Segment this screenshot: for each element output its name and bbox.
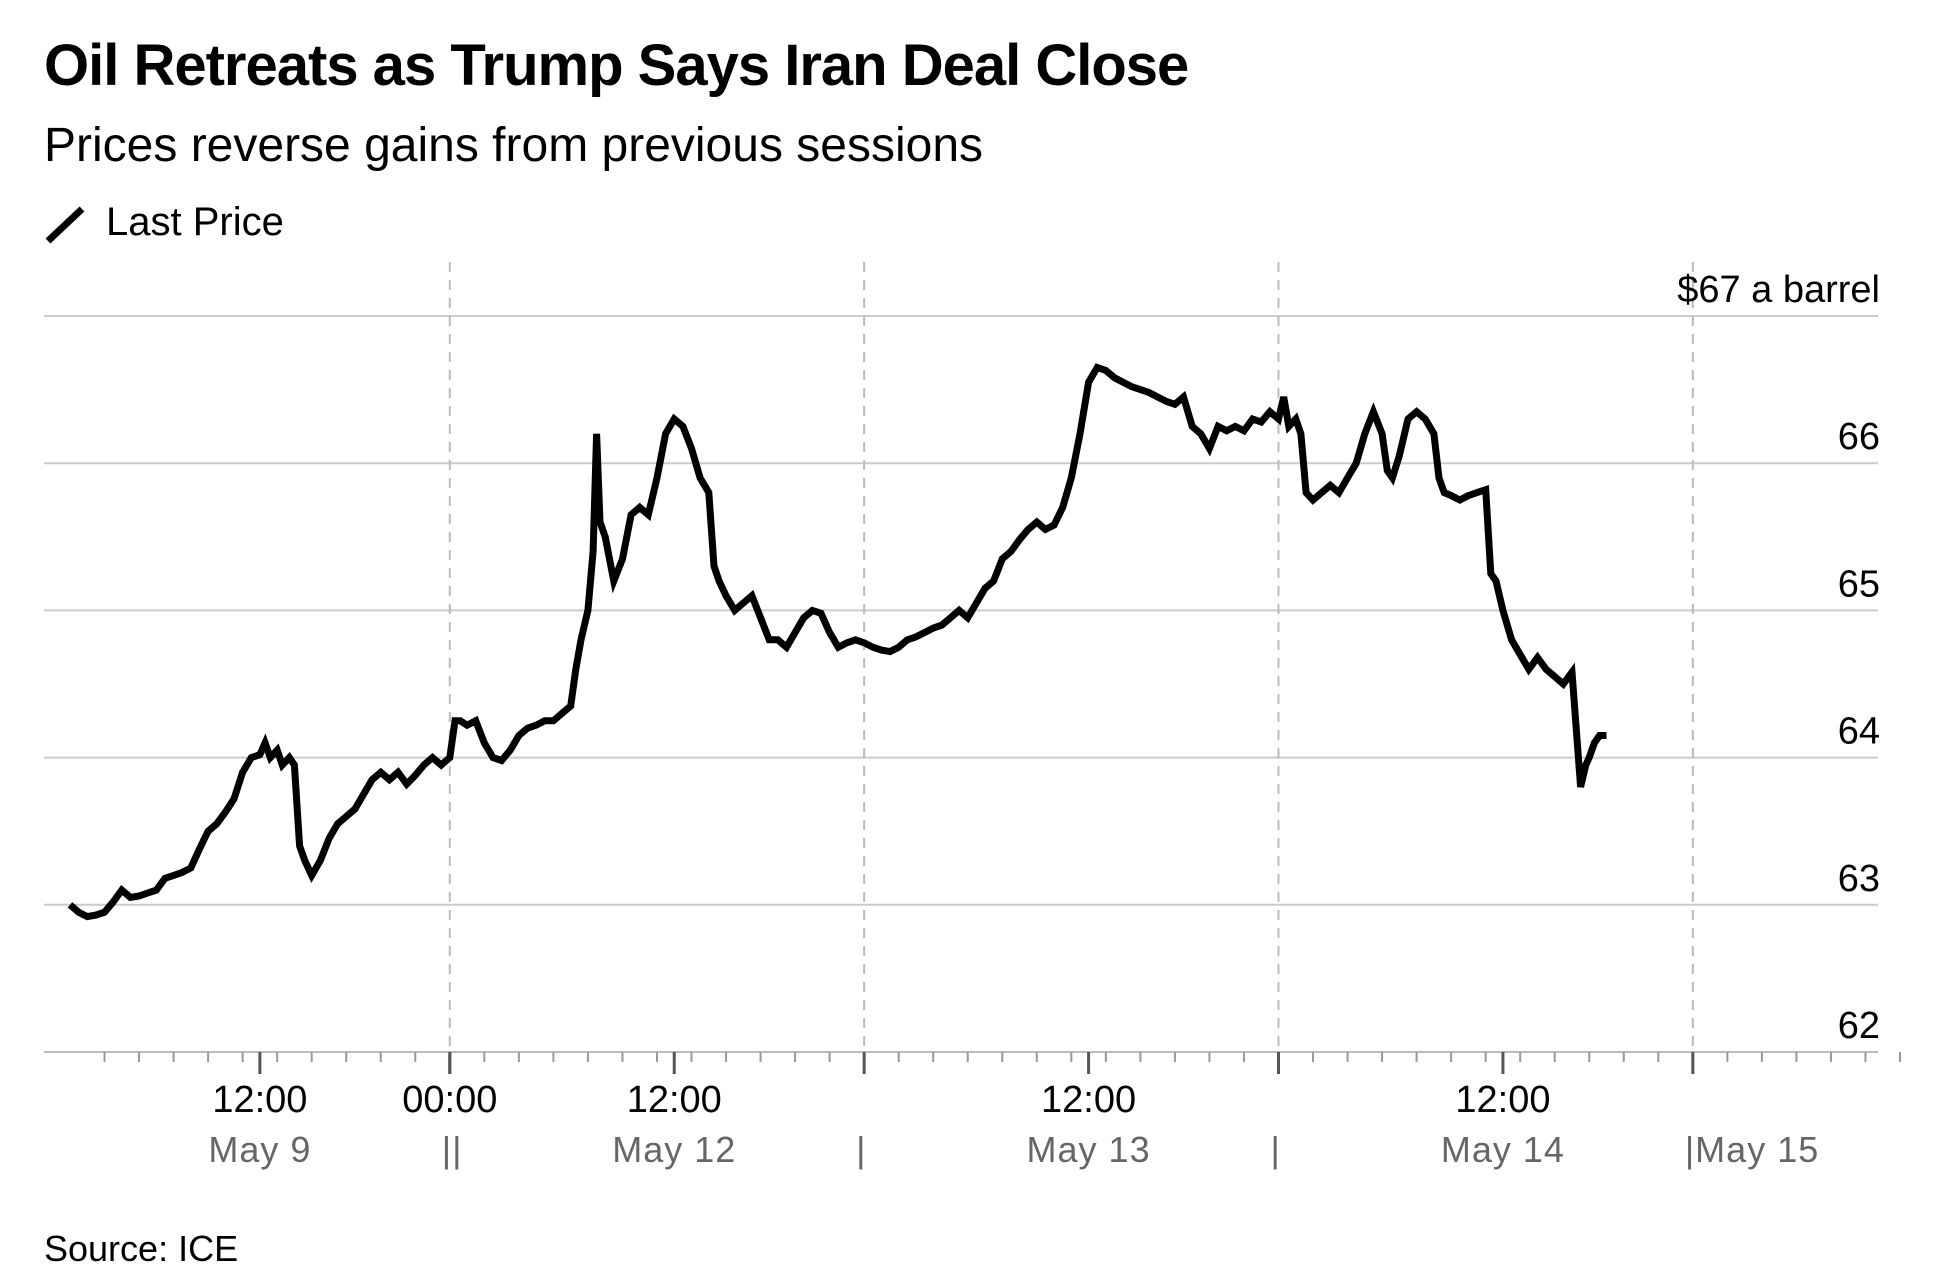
source-note: Source: ICE: [44, 1228, 239, 1269]
y-tick-label: 63: [1838, 858, 1880, 900]
y-tick-label: 64: [1838, 711, 1880, 753]
date-label: May 14: [1441, 1129, 1565, 1170]
chart-title: Oil Retreats as Trump Says Iran Deal Clo…: [44, 33, 1189, 98]
legend-label: Last Price: [106, 200, 284, 244]
date-label: May 9: [208, 1129, 311, 1170]
date-label: May 13: [1027, 1129, 1151, 1170]
date-label: |: [1270, 1129, 1280, 1170]
y-tick-label: 62: [1838, 1005, 1880, 1047]
y-tick-label: 65: [1838, 563, 1880, 605]
legend-line-icon: [45, 205, 85, 244]
date-label: ||: [442, 1129, 463, 1170]
price-series-line: [67, 363, 1607, 921]
legend: Last Price: [44, 200, 284, 245]
x-tick-label: 12:00: [1455, 1079, 1550, 1121]
x-tick-label: 12:00: [1041, 1079, 1136, 1121]
x-tick-label: 12:00: [212, 1079, 307, 1121]
y-unit-label: $67 a barrel: [1677, 269, 1880, 311]
x-tick-label: 12:00: [627, 1079, 722, 1121]
date-label: |: [856, 1129, 866, 1170]
x-tick-label: 00:00: [402, 1079, 497, 1121]
date-label: May 12: [612, 1129, 736, 1170]
y-tick-label: 66: [1838, 416, 1880, 458]
date-label: |May 15: [1685, 1129, 1819, 1170]
chart-subtitle: Prices reverse gains from previous sessi…: [44, 119, 984, 172]
